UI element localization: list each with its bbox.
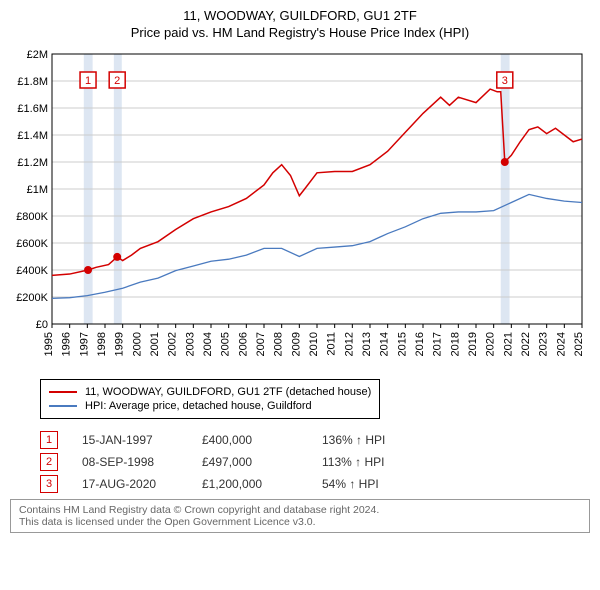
footer-line: Contains HM Land Registry data © Crown c… (19, 504, 581, 516)
footer-line: This data is licensed under the Open Gov… (19, 516, 581, 528)
svg-text:2019: 2019 (467, 332, 479, 356)
legend-swatch (49, 405, 77, 407)
title-address: 11, WOODWAY, GUILDFORD, GU1 2TF (10, 8, 590, 23)
transactions-table: 1 15-JAN-1997 £400,000 136% ↑ HPI 2 08-S… (40, 431, 590, 493)
svg-text:2021: 2021 (502, 332, 514, 356)
svg-text:£200K: £200K (16, 292, 48, 304)
svg-text:2012: 2012 (343, 332, 355, 356)
svg-text:1999: 1999 (114, 332, 126, 356)
svg-text:2017: 2017 (432, 332, 444, 356)
svg-text:1998: 1998 (96, 332, 108, 356)
svg-text:2016: 2016 (414, 332, 426, 356)
transaction-marker: 3 (40, 475, 58, 493)
table-row: 2 08-SEP-1998 £497,000 113% ↑ HPI (40, 453, 590, 471)
svg-text:2022: 2022 (520, 332, 532, 356)
svg-text:2001: 2001 (149, 332, 161, 356)
svg-text:2004: 2004 (202, 332, 214, 356)
svg-text:2011: 2011 (326, 332, 338, 356)
legend-row: 11, WOODWAY, GUILDFORD, GU1 2TF (detache… (49, 386, 371, 398)
chart-svg: £0 £200K £400K £600K £800K £1M £1.2M £1.4M £1.6M… (10, 46, 590, 366)
footer: Contains HM Land Registry data © Crown c… (10, 499, 590, 533)
chart-container: 11, WOODWAY, GUILDFORD, GU1 2TF Price pa… (0, 0, 600, 541)
svg-text:£600K: £600K (16, 238, 48, 250)
svg-text:2023: 2023 (538, 332, 550, 356)
transaction-price: £1,200,000 (202, 477, 322, 491)
svg-text:1995: 1995 (43, 332, 55, 356)
svg-text:£2M: £2M (27, 49, 48, 61)
svg-text:2006: 2006 (237, 332, 249, 356)
svg-text:2025: 2025 (573, 332, 585, 356)
svg-text:£1.2M: £1.2M (17, 157, 48, 169)
transaction-pct: 113% ↑ HPI (322, 455, 442, 469)
title-subtitle: Price paid vs. HM Land Registry's House … (10, 25, 590, 40)
transaction-marker: 2 (40, 453, 58, 471)
svg-text:2009: 2009 (290, 332, 302, 356)
svg-text:1: 1 (85, 75, 91, 87)
svg-text:£0: £0 (36, 319, 48, 331)
table-row: 3 17-AUG-2020 £1,200,000 54% ↑ HPI (40, 475, 590, 493)
legend-row: HPI: Average price, detached house, Guil… (49, 400, 371, 412)
svg-text:1996: 1996 (61, 332, 73, 356)
svg-text:£1M: £1M (27, 184, 48, 196)
transaction-marker: 1 (40, 431, 58, 449)
svg-text:2007: 2007 (255, 332, 267, 356)
table-row: 1 15-JAN-1997 £400,000 136% ↑ HPI (40, 431, 590, 449)
svg-text:2015: 2015 (396, 332, 408, 356)
legend: 11, WOODWAY, GUILDFORD, GU1 2TF (detache… (40, 379, 380, 419)
svg-text:£400K: £400K (16, 265, 48, 277)
svg-text:2005: 2005 (220, 332, 232, 356)
titles: 11, WOODWAY, GUILDFORD, GU1 2TF Price pa… (10, 8, 590, 40)
legend-label: 11, WOODWAY, GUILDFORD, GU1 2TF (detache… (85, 386, 371, 398)
chart: £0 £200K £400K £600K £800K £1M £1.2M £1.4M £1.6M… (10, 46, 590, 371)
svg-text:2014: 2014 (379, 332, 391, 356)
svg-text:1997: 1997 (78, 332, 90, 356)
transaction-date: 08-SEP-1998 (82, 455, 202, 469)
svg-text:2024: 2024 (555, 332, 567, 356)
svg-text:£800K: £800K (16, 211, 48, 223)
transaction-date: 15-JAN-1997 (82, 433, 202, 447)
transaction-pct: 54% ↑ HPI (322, 477, 442, 491)
svg-text:£1.8M: £1.8M (17, 76, 48, 88)
legend-swatch (49, 391, 77, 393)
svg-text:2003: 2003 (184, 332, 196, 356)
svg-text:2008: 2008 (273, 332, 285, 356)
svg-text:£1.4M: £1.4M (17, 130, 48, 142)
transaction-price: £497,000 (202, 455, 322, 469)
svg-text:2013: 2013 (361, 332, 373, 356)
legend-label: HPI: Average price, detached house, Guil… (85, 400, 312, 412)
svg-text:2: 2 (114, 75, 120, 87)
svg-text:2010: 2010 (308, 332, 320, 356)
svg-text:2018: 2018 (449, 332, 461, 356)
transaction-price: £400,000 (202, 433, 322, 447)
svg-text:2000: 2000 (131, 332, 143, 356)
svg-text:2020: 2020 (485, 332, 497, 356)
transaction-pct: 136% ↑ HPI (322, 433, 442, 447)
svg-text:2002: 2002 (167, 332, 179, 356)
transaction-date: 17-AUG-2020 (82, 477, 202, 491)
svg-text:£1.6M: £1.6M (17, 103, 48, 115)
svg-text:3: 3 (502, 75, 508, 87)
